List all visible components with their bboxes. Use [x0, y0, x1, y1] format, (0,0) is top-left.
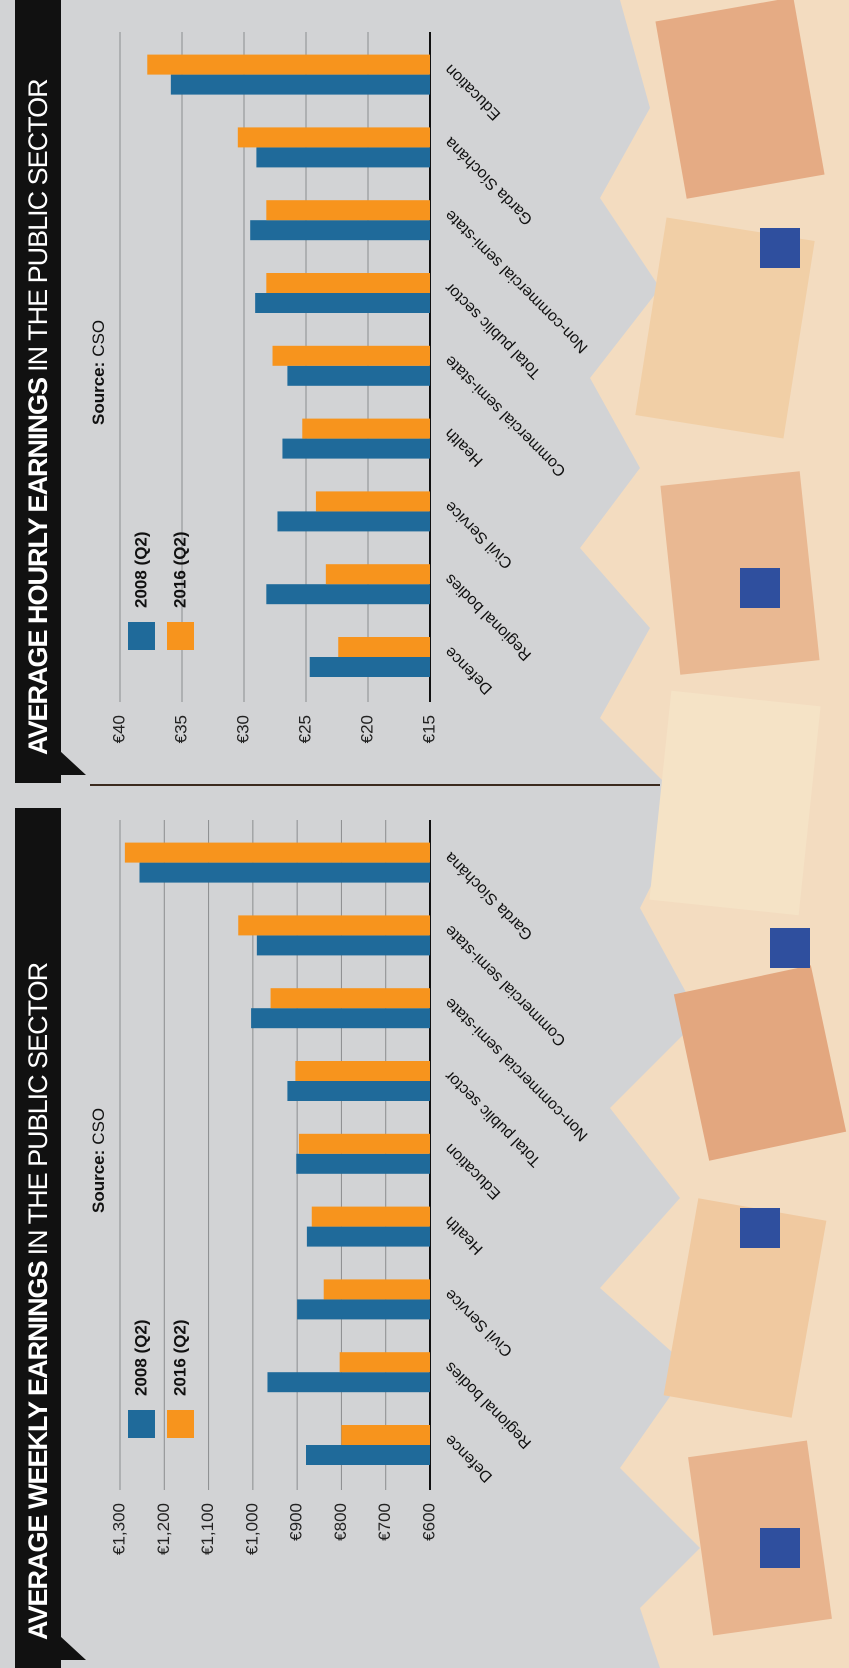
- y-tick-label: €40: [109, 715, 128, 743]
- bar: [266, 584, 430, 604]
- bar: [238, 127, 430, 147]
- bar: [267, 1372, 430, 1392]
- y-tick-label: €1,300: [109, 1503, 128, 1555]
- bar: [251, 1008, 430, 1028]
- bar: [282, 439, 430, 459]
- title-emphasis: AVERAGE WEEKLY EARNINGS: [23, 1261, 53, 1640]
- y-tick-label: €20: [357, 715, 376, 743]
- legend-label: 2008 (Q2): [131, 531, 150, 608]
- chart-title: AVERAGE WEEKLY EARNINGS IN THE PUBLIC SEC…: [23, 962, 53, 1640]
- bar: [326, 564, 430, 584]
- bar: [257, 935, 430, 955]
- bar: [238, 915, 430, 935]
- legend-label: 2016 (Q2): [170, 1319, 189, 1396]
- y-tick-label: €900: [287, 1503, 306, 1541]
- legend-swatch: [128, 622, 155, 650]
- bar: [271, 988, 430, 1008]
- source-label: Source:: [89, 1150, 108, 1213]
- bar: [250, 220, 430, 240]
- bar: [171, 75, 430, 95]
- bar: [287, 366, 430, 386]
- y-tick-label: €25: [295, 715, 314, 743]
- bar: [266, 200, 430, 220]
- bar: [255, 293, 430, 313]
- chart-title: AVERAGE HOURLY EARNINGS IN THE PUBLIC SEC…: [23, 79, 53, 755]
- bar: [340, 1352, 430, 1372]
- bar: [287, 1081, 430, 1101]
- legend-swatch: [128, 1410, 155, 1438]
- y-tick-label: €1,200: [154, 1503, 173, 1555]
- legend-swatch: [167, 622, 194, 650]
- infographic: AVERAGE WEEKLY EARNINGS IN THE PUBLIC SEC…: [0, 0, 849, 1668]
- title-rest: IN THE PUBLIC SECTOR: [23, 79, 53, 372]
- bar: [256, 147, 430, 167]
- bar: [266, 273, 430, 293]
- bar: [125, 843, 430, 863]
- bar: [296, 1154, 430, 1174]
- bar: [312, 1207, 430, 1227]
- legend-label: 2016 (Q2): [170, 531, 189, 608]
- bar: [277, 511, 430, 531]
- bar: [147, 55, 430, 75]
- source: Source: CSO: [89, 320, 108, 425]
- bar: [302, 419, 430, 439]
- y-tick-label: €800: [331, 1503, 350, 1541]
- bar: [273, 346, 430, 366]
- source-label: Source:: [89, 362, 108, 425]
- legend-label: 2008 (Q2): [131, 1319, 150, 1396]
- bar: [306, 1445, 430, 1465]
- bar: [139, 863, 430, 883]
- bar: [310, 657, 430, 677]
- y-tick-label: €1,100: [198, 1503, 217, 1555]
- bar: [338, 637, 430, 657]
- bar: [299, 1134, 430, 1154]
- y-tick-label: €30: [233, 715, 252, 743]
- title-emphasis: AVERAGE HOURLY EARNINGS: [23, 378, 53, 755]
- legend-swatch: [167, 1410, 194, 1438]
- bar: [307, 1227, 430, 1247]
- source-name: CSO: [89, 320, 108, 357]
- bar: [295, 1061, 430, 1081]
- source-name: CSO: [89, 1108, 108, 1145]
- bar: [297, 1299, 430, 1319]
- bar: [316, 491, 430, 511]
- y-tick-label: €1,000: [242, 1503, 261, 1555]
- bar: [341, 1425, 430, 1445]
- y-tick-label: €15: [419, 715, 438, 743]
- title-rest: IN THE PUBLIC SECTOR: [23, 962, 53, 1255]
- bar: [324, 1279, 430, 1299]
- source: Source: CSO: [89, 1108, 108, 1213]
- y-tick-label: €35: [171, 715, 190, 743]
- y-tick-label: €600: [419, 1503, 438, 1541]
- y-tick-label: €700: [375, 1503, 394, 1541]
